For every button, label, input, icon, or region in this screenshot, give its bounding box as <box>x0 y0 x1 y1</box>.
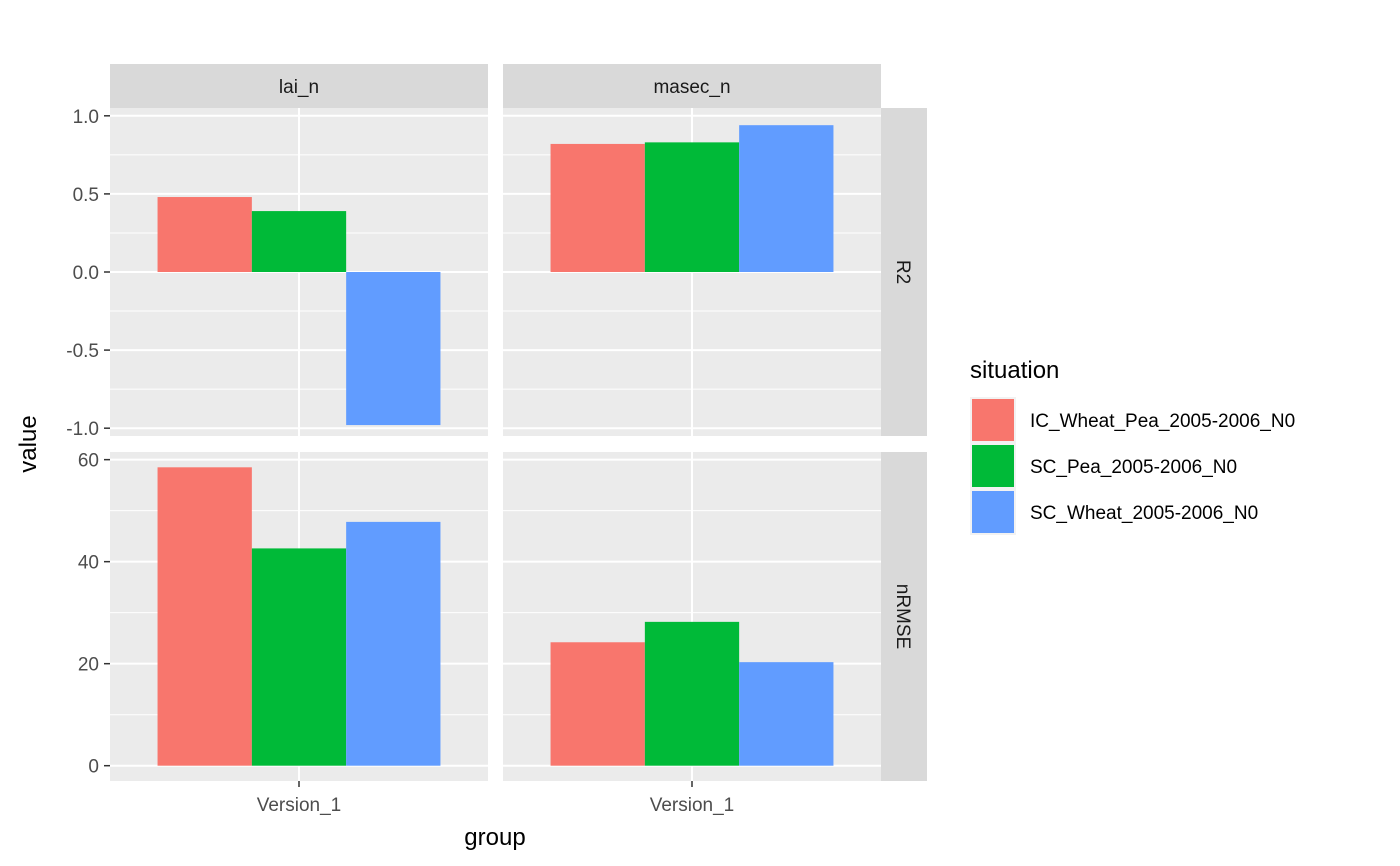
bar-masec_n-nRMSE-2 <box>739 662 834 766</box>
legend: situation IC_Wheat_Pea_2005-2006_N0 SC_Pe… <box>970 357 1295 535</box>
bar-masec_n-R2-0 <box>550 143 645 272</box>
legend-item-0: IC_Wheat_Pea_2005-2006_N0 <box>970 397 1295 443</box>
bar-lai_n-nRMSE-0 <box>157 467 252 766</box>
bar-masec_n-nRMSE-0 <box>550 642 645 766</box>
bar-lai_n-R2-2 <box>346 272 441 426</box>
panel-masec_n-R2 <box>503 108 881 436</box>
y-tick-label: 0.5 <box>73 185 99 206</box>
legend-label: SC_Pea_2005-2006_N0 <box>1030 457 1237 478</box>
bar-masec_n-R2-1 <box>644 142 740 272</box>
column-strip-background <box>110 64 488 108</box>
bar-lai_n-R2-1 <box>251 211 347 272</box>
bar-lai_n-nRMSE-2 <box>346 521 441 766</box>
legend-item-1: SC_Pea_2005-2006_N0 <box>970 443 1237 489</box>
y-tick-label: 1.0 <box>73 107 99 128</box>
column-strip-background <box>503 64 881 108</box>
column-strip-lai_n: lai_n <box>110 64 488 108</box>
facet-strips: R2 nRMSE lai_n masec_n <box>110 64 927 781</box>
x-axis-title: group <box>464 824 525 851</box>
legend-item-2: SC_Wheat_2005-2006_N0 <box>970 489 1258 535</box>
legend-title: situation <box>970 357 1059 384</box>
legend-swatch <box>972 491 1014 533</box>
row-strip-nRMSE: nRMSE <box>881 452 927 781</box>
y-tick-label: 60 <box>78 451 99 472</box>
y-tick-label: 0.0 <box>73 263 99 284</box>
legend-swatch <box>972 445 1014 487</box>
bar-masec_n-nRMSE-1 <box>644 621 740 766</box>
y-tick-label: -1.0 <box>66 419 99 440</box>
legend-label: SC_Wheat_2005-2006_N0 <box>1030 503 1258 524</box>
x-tick-label: Version_1 <box>650 795 735 816</box>
facet-panels <box>110 108 881 781</box>
x-tick-label: Version_1 <box>257 795 342 816</box>
y-tick-label: 20 <box>78 655 99 676</box>
column-strip-label: lai_n <box>279 77 319 98</box>
bar-lai_n-nRMSE-1 <box>251 548 347 766</box>
column-strip-label: masec_n <box>653 77 730 98</box>
panel-masec_n-nRMSE <box>503 452 881 781</box>
axes: -1.0 -0.5 0.0 0.5 1.0 0 20 40 60 Version_1 Version… <box>66 107 734 816</box>
bar-masec_n-R2-2 <box>739 125 834 272</box>
y-tick-label: 0 <box>88 757 99 778</box>
legend-label: IC_Wheat_Pea_2005-2006_N0 <box>1030 411 1295 432</box>
y-tick-label: 40 <box>78 553 99 574</box>
y-tick-label: -0.5 <box>66 341 99 362</box>
bar-lai_n-R2-0 <box>157 197 252 272</box>
panel-lai_n-nRMSE <box>110 452 488 781</box>
row-strip-background <box>881 452 927 781</box>
column-strip-masec_n: masec_n <box>503 64 881 108</box>
row-strip-background <box>881 108 927 436</box>
y-axis-title: value <box>15 415 42 472</box>
row-strip-label: nRMSE <box>892 584 913 649</box>
row-strip-label: R2 <box>892 260 913 284</box>
row-strip-R2: R2 <box>881 108 927 436</box>
panel-lai_n-R2 <box>110 108 488 436</box>
legend-swatch <box>972 399 1014 441</box>
